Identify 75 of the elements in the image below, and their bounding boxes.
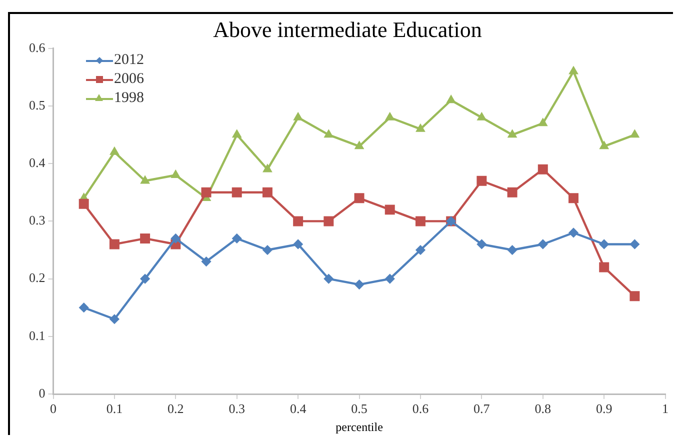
point: [293, 216, 304, 226]
legend-label: 2006: [114, 71, 144, 88]
point: [140, 233, 150, 244]
point: [110, 147, 119, 155]
point: [294, 112, 302, 120]
y-tick-label: 0.3: [29, 212, 46, 228]
x-tick-label: 0.7: [474, 401, 490, 416]
point: [630, 130, 639, 138]
point: [109, 239, 120, 250]
point: [201, 187, 212, 198]
point: [293, 240, 303, 249]
point: [476, 176, 487, 186]
point: [538, 164, 548, 174]
x-tick-label: 0.8: [534, 401, 552, 416]
x-tick-label: 0.3: [228, 401, 245, 416]
point: [385, 274, 394, 284]
x-tick-label: 0: [50, 401, 56, 416]
point: [446, 96, 456, 104]
point: [508, 245, 517, 255]
y-tick-label: 0.6: [29, 40, 46, 55]
point: [508, 130, 516, 138]
point: [630, 291, 640, 302]
y-tick-label: 0.2: [29, 270, 46, 286]
chart-title: Above intermediate Education: [213, 16, 482, 42]
point: [599, 240, 609, 249]
point: [232, 234, 242, 244]
point: [354, 193, 364, 204]
point: [568, 193, 578, 204]
point: [630, 240, 640, 249]
point: [202, 256, 211, 266]
point: [262, 187, 272, 198]
y-tick-label: 0.1: [29, 328, 46, 343]
point: [79, 303, 88, 312]
x-tick-label: 0.9: [596, 401, 612, 416]
point: [568, 228, 578, 238]
point: [477, 240, 486, 249]
point: [538, 240, 548, 249]
x-tick-label: 0.1: [106, 401, 123, 416]
point: [171, 234, 180, 244]
point: [324, 216, 334, 226]
point: [384, 204, 395, 215]
y-tick-label: 0.4: [29, 155, 46, 170]
point: [140, 176, 150, 184]
y-tick-label: 0: [38, 385, 46, 400]
point: [172, 170, 180, 178]
point: [386, 112, 394, 120]
point: [263, 164, 272, 172]
legend-label: 1998: [114, 90, 144, 107]
point: [600, 142, 608, 150]
x-tick-label: 0.4: [290, 401, 307, 416]
point: [416, 245, 426, 255]
point: [140, 274, 150, 284]
y-tick-label: 0.5: [29, 97, 46, 112]
point: [262, 245, 272, 255]
point: [569, 66, 578, 74]
point: [599, 262, 610, 272]
point: [355, 142, 364, 150]
point: [415, 216, 426, 226]
x-tick-label: 0.2: [168, 401, 184, 416]
point: [324, 274, 334, 284]
legend-label: 2012: [114, 52, 144, 69]
point: [507, 187, 518, 198]
x-axis-title: percentile: [336, 420, 383, 434]
point: [232, 130, 241, 138]
point: [232, 187, 242, 198]
point: [538, 118, 548, 126]
point: [78, 198, 89, 209]
x-tick-label: 0.5: [351, 401, 368, 416]
point: [110, 314, 120, 324]
x-tick-label: 1: [662, 401, 669, 416]
point: [354, 280, 364, 290]
x-tick-label: 0.6: [412, 401, 430, 416]
point: [478, 112, 486, 120]
point: [416, 124, 425, 132]
point: [324, 130, 333, 138]
